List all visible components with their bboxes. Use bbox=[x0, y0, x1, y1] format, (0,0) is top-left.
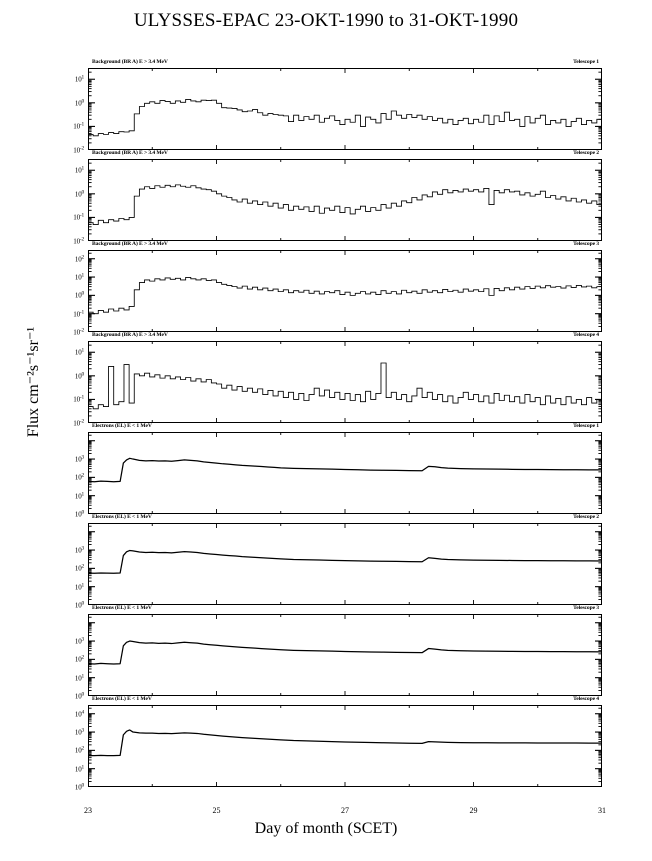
x-tick-label: 29 bbox=[469, 806, 478, 815]
panel-telescope-label: Telescope 2 bbox=[572, 150, 600, 156]
panel-telescope-label: Telescope 2 bbox=[572, 514, 600, 520]
y-tick-label: 100 bbox=[74, 509, 84, 519]
y-axis-label: Flux cm⁻²s⁻¹sr⁻¹ bbox=[25, 326, 42, 438]
figure-title: ULYSSES-EPAC 23-OKT-1990 to 31-OKT-1990 bbox=[133, 10, 519, 31]
data-trace bbox=[88, 277, 602, 315]
data-trace bbox=[88, 457, 602, 483]
plot-panel-4: Background (BR A) E > 3.4 MeV Telescope 4… bbox=[73, 332, 602, 428]
panel-channel-label: Electrons (EL) E < 1 MeV bbox=[91, 423, 153, 429]
panel-telescope-label: Telescope 1 bbox=[572, 59, 600, 65]
y-tick-label: 100 bbox=[74, 98, 84, 108]
y-tick-label: 103 bbox=[74, 454, 84, 464]
y-tick-label: 100 bbox=[74, 691, 84, 701]
panel-channel-label: Background (BR A) E > 3.4 MeV bbox=[91, 150, 169, 156]
panel-canvas bbox=[88, 614, 602, 696]
y-tick-label: 102 bbox=[74, 745, 84, 756]
y-tick-label: 10-1 bbox=[73, 121, 84, 132]
y-tick-label: 102 bbox=[74, 654, 84, 665]
y-tick-label: 100 bbox=[74, 371, 84, 381]
x-tick-label: 31 bbox=[598, 806, 606, 815]
plot-panel-2: Background (BR A) E > 3.4 MeV Telescope 2… bbox=[73, 150, 602, 246]
data-trace bbox=[88, 640, 602, 665]
panel-channel-label: Electrons (EL) E < 1 MeV bbox=[91, 514, 153, 520]
y-tick-label: 100 bbox=[74, 782, 84, 792]
y-tick-label: 10-2 bbox=[73, 145, 84, 155]
panel-canvas bbox=[88, 68, 602, 150]
x-tick-label: 25 bbox=[212, 806, 221, 815]
y-tick-label: 103 bbox=[74, 727, 84, 737]
panel-canvas bbox=[88, 523, 602, 605]
y-tick-label: 101 bbox=[74, 764, 84, 774]
plot-panel-5: Electrons (EL) E < 1 MeV Telescope 1 103 10… bbox=[75, 423, 602, 519]
y-tick-label: 102 bbox=[74, 254, 84, 264]
panel-telescope-label: Telescope 4 bbox=[572, 696, 600, 702]
panel-canvas bbox=[88, 159, 602, 241]
y-tick-label: 101 bbox=[74, 582, 84, 592]
panel-canvas bbox=[88, 341, 602, 423]
plot-panel-1: Background (BR A) E > 3.4 MeV Telescope 1… bbox=[73, 59, 602, 155]
y-tick-label: 102 bbox=[74, 563, 84, 574]
y-tick-label: 101 bbox=[74, 272, 84, 282]
plot-panel-6: Electrons (EL) E < 1 MeV Telescope 2 103 10… bbox=[75, 514, 602, 610]
panel-canvas bbox=[88, 705, 602, 787]
data-trace bbox=[88, 98, 602, 137]
plot-panel-3: Background (BR A) E > 3.4 MeV Telescope 3… bbox=[73, 241, 602, 337]
y-tick-label: 103 bbox=[74, 545, 84, 555]
x-tick-label: 27 bbox=[341, 806, 349, 815]
y-tick-label: 10-2 bbox=[73, 236, 84, 246]
data-trace bbox=[88, 184, 602, 225]
y-tick-label: 100 bbox=[74, 189, 84, 199]
panel-channel-label: Electrons (EL) E < 1 MeV bbox=[91, 605, 153, 611]
panel-channel-label: Background (BR A) E > 3.4 MeV bbox=[91, 59, 169, 65]
x-axis: 23 25 27 29 31 bbox=[84, 800, 606, 824]
y-tick-label: 100 bbox=[74, 600, 84, 610]
y-tick-label: 10-1 bbox=[73, 309, 84, 319]
data-trace bbox=[88, 362, 602, 410]
panel-frame bbox=[88, 159, 602, 241]
y-tick-label: 100 bbox=[74, 290, 84, 301]
panel-channel-label: Electrons (EL) E < 1 MeV bbox=[91, 696, 153, 702]
panel-telescope-label: Telescope 4 bbox=[572, 332, 600, 338]
panel-frame bbox=[88, 705, 602, 787]
panel-channel-label: Background (BR A) E > 3.4 MeV bbox=[91, 332, 169, 338]
y-tick-label: 102 bbox=[74, 472, 84, 483]
y-tick-label: 101 bbox=[74, 74, 84, 84]
y-tick-label: 10-2 bbox=[73, 327, 84, 337]
panel-telescope-label: Telescope 1 bbox=[572, 423, 600, 429]
panel-canvas bbox=[88, 250, 602, 332]
x-axis-label: Day of month (SCET) bbox=[254, 820, 398, 837]
y-tick-label: 103 bbox=[74, 636, 84, 646]
panel-telescope-label: Telescope 3 bbox=[572, 605, 600, 611]
y-tick-label: 10-2 bbox=[73, 418, 84, 428]
y-tick-label: 101 bbox=[74, 347, 84, 357]
y-tick-label: 101 bbox=[74, 165, 84, 175]
plot-panel-7: Electrons (EL) E < 1 MeV Telescope 3 103 10… bbox=[75, 605, 602, 701]
data-trace bbox=[88, 549, 602, 574]
x-tick-label: 23 bbox=[84, 806, 92, 815]
panel-frame bbox=[88, 250, 602, 332]
y-tick-label: 10-1 bbox=[73, 212, 84, 223]
y-tick-label: 10-1 bbox=[73, 394, 84, 405]
panel-telescope-label: Telescope 3 bbox=[572, 241, 600, 247]
y-tick-label: 101 bbox=[74, 491, 84, 501]
data-trace bbox=[88, 729, 602, 757]
y-tick-label: 101 bbox=[74, 673, 84, 683]
plot-panel-8: Electrons (EL) E < 1 MeV Telescope 4 104 10… bbox=[75, 696, 602, 792]
panel-frame bbox=[88, 432, 602, 514]
panel-channel-label: Background (BR A) E > 3.4 MeV bbox=[91, 241, 169, 247]
panel-frame bbox=[88, 523, 602, 605]
y-tick-label: 104 bbox=[74, 709, 84, 719]
panel-canvas bbox=[88, 432, 602, 514]
